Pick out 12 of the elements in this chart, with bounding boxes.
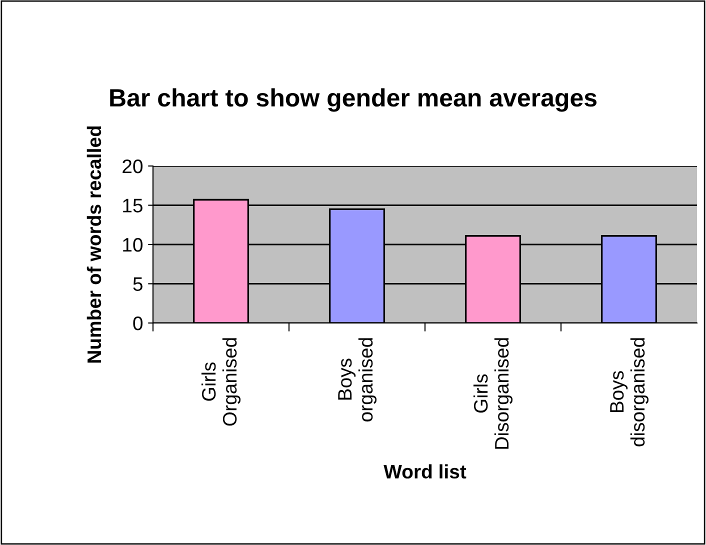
y-tick-label: 10: [123, 238, 143, 252]
y-tick-label: 5: [133, 277, 142, 291]
x-tick-label: Boys disorganised: [610, 338, 649, 446]
x-tick-label: Girls Organised: [201, 338, 241, 426]
x-tick-label: Girls Disorganised: [473, 338, 513, 449]
x-tick-label: Boys organised: [338, 338, 377, 422]
chart-title: Bar chart to show gender mean averages: [110, 88, 597, 112]
y-tick-label: 0: [133, 316, 143, 330]
x-axis-title: Word list: [384, 464, 466, 479]
y-tick-label: 20: [122, 159, 143, 174]
y-tick-label: 15: [123, 198, 142, 212]
y-axis-title: Number of words recalled: [86, 126, 102, 363]
